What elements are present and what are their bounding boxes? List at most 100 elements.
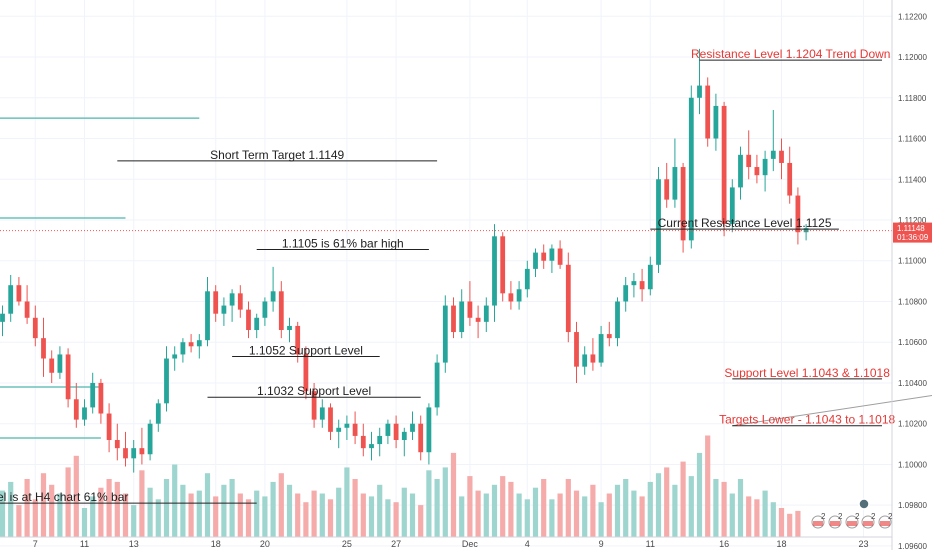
candle[interactable] xyxy=(369,431,374,461)
candle[interactable] xyxy=(631,272,637,298)
candle[interactable] xyxy=(0,305,5,337)
candle[interactable] xyxy=(565,252,571,343)
candle[interactable] xyxy=(779,138,784,180)
candle[interactable] xyxy=(237,285,243,318)
current-price-tag[interactable] xyxy=(893,222,932,243)
event-marker-icon[interactable]: 2 xyxy=(878,512,893,529)
candle[interactable] xyxy=(57,346,63,379)
candle[interactable] xyxy=(254,313,260,339)
candle[interactable] xyxy=(401,427,407,457)
level-annotation[interactable]: Support Level 1.1043 & 1.1018 xyxy=(724,366,890,380)
candle[interactable] xyxy=(344,415,350,440)
candle[interactable] xyxy=(360,423,366,457)
event-marker-active-icon[interactable] xyxy=(858,498,870,510)
level-annotations[interactable]: Resistance Level 1.1204 Trend Down Short … xyxy=(0,47,932,504)
candle[interactable] xyxy=(426,403,432,465)
level-annotation[interactable]: Resistance Level 1.1204 Trend Down xyxy=(691,47,890,61)
candle[interactable] xyxy=(762,150,768,192)
candle[interactable] xyxy=(713,93,719,151)
candle[interactable] xyxy=(336,419,342,449)
candle[interactable] xyxy=(557,240,563,269)
candle[interactable] xyxy=(500,232,506,302)
candle[interactable] xyxy=(483,297,489,333)
candle[interactable] xyxy=(442,295,448,373)
level-annotation[interactable]: Short Term Target 1.1149 xyxy=(117,148,438,162)
candle[interactable] xyxy=(246,301,251,339)
candle[interactable] xyxy=(623,277,629,312)
event-marker-icon[interactable]: 2 xyxy=(845,512,860,529)
candle[interactable] xyxy=(180,338,186,363)
candle[interactable] xyxy=(434,354,440,416)
candle[interactable] xyxy=(106,403,112,453)
candle[interactable] xyxy=(65,348,71,408)
candle[interactable] xyxy=(147,419,153,461)
candle[interactable] xyxy=(49,350,55,383)
candle[interactable] xyxy=(524,260,530,298)
candle[interactable] xyxy=(229,289,235,322)
candle[interactable] xyxy=(721,101,727,237)
candle[interactable] xyxy=(451,297,456,339)
candle[interactable] xyxy=(615,297,620,347)
candle[interactable] xyxy=(41,317,46,377)
candle[interactable] xyxy=(16,277,22,306)
candle[interactable] xyxy=(393,415,399,449)
candle[interactable] xyxy=(475,305,481,339)
event-marker-icon[interactable]: 2 xyxy=(828,512,843,529)
candle[interactable] xyxy=(467,281,473,326)
candle[interactable] xyxy=(664,162,670,208)
candle[interactable] xyxy=(606,321,612,347)
event-marker-icon[interactable]: 2 xyxy=(811,512,826,529)
candle[interactable] xyxy=(303,346,309,400)
candle[interactable] xyxy=(196,334,202,359)
candle[interactable] xyxy=(729,179,735,233)
candle[interactable] xyxy=(155,399,161,432)
date-axis[interactable]: 7 11 13 18 20 25 27 Dec 4 9 11 16 18 23 xyxy=(0,536,892,549)
level-annotation[interactable]: el is at H4 chart 61% bar xyxy=(0,490,257,504)
candle[interactable] xyxy=(270,266,276,312)
candle[interactable] xyxy=(123,431,128,467)
candle[interactable] xyxy=(188,334,194,353)
candle[interactable] xyxy=(221,297,227,326)
candle[interactable] xyxy=(803,224,809,241)
candle[interactable] xyxy=(164,346,169,412)
candle[interactable] xyxy=(278,281,284,339)
candle[interactable] xyxy=(492,224,497,322)
price-axis[interactable]: 1.12200 1.12000 1.11800 1.11600 1.11400 1.112… xyxy=(891,0,932,550)
candle[interactable] xyxy=(73,382,79,428)
candle[interactable] xyxy=(795,187,801,245)
event-markers[interactable]: 2 2 2 2 2 xyxy=(811,498,893,529)
candle[interactable] xyxy=(385,419,391,445)
trend-line[interactable] xyxy=(732,375,932,427)
candle[interactable] xyxy=(24,285,30,324)
candle[interactable] xyxy=(680,162,686,253)
candle[interactable] xyxy=(32,305,38,347)
candle[interactable] xyxy=(410,411,415,440)
candle[interactable] xyxy=(262,297,268,326)
level-annotation[interactable]: 1.1105 is 61% bar high xyxy=(256,237,429,251)
candle[interactable] xyxy=(533,248,538,278)
candle[interactable] xyxy=(205,277,210,347)
candle[interactable] xyxy=(98,378,104,424)
candle[interactable] xyxy=(352,411,358,445)
candle[interactable] xyxy=(114,423,120,461)
candle[interactable] xyxy=(656,167,661,273)
candle[interactable] xyxy=(647,256,653,296)
candle[interactable] xyxy=(770,110,776,172)
candle[interactable] xyxy=(754,154,760,184)
candle[interactable] xyxy=(590,338,596,371)
candle[interactable] xyxy=(287,317,292,343)
level-annotation[interactable]: 1.1032 Support Level xyxy=(207,384,421,398)
candle[interactable] xyxy=(574,321,579,383)
candle[interactable] xyxy=(311,382,317,428)
candle[interactable] xyxy=(328,403,333,440)
candle[interactable] xyxy=(8,275,14,322)
level-annotation[interactable]: Targets Lower - 1.1043 to 1.1018 xyxy=(719,413,895,427)
candle[interactable] xyxy=(213,285,219,322)
price-candles[interactable] xyxy=(0,48,809,473)
candle[interactable] xyxy=(508,281,514,310)
candle[interactable] xyxy=(639,268,645,302)
candle[interactable] xyxy=(738,146,743,200)
candle[interactable] xyxy=(172,346,178,371)
event-marker-icon[interactable]: 2 xyxy=(861,512,876,529)
candle[interactable] xyxy=(295,321,301,363)
